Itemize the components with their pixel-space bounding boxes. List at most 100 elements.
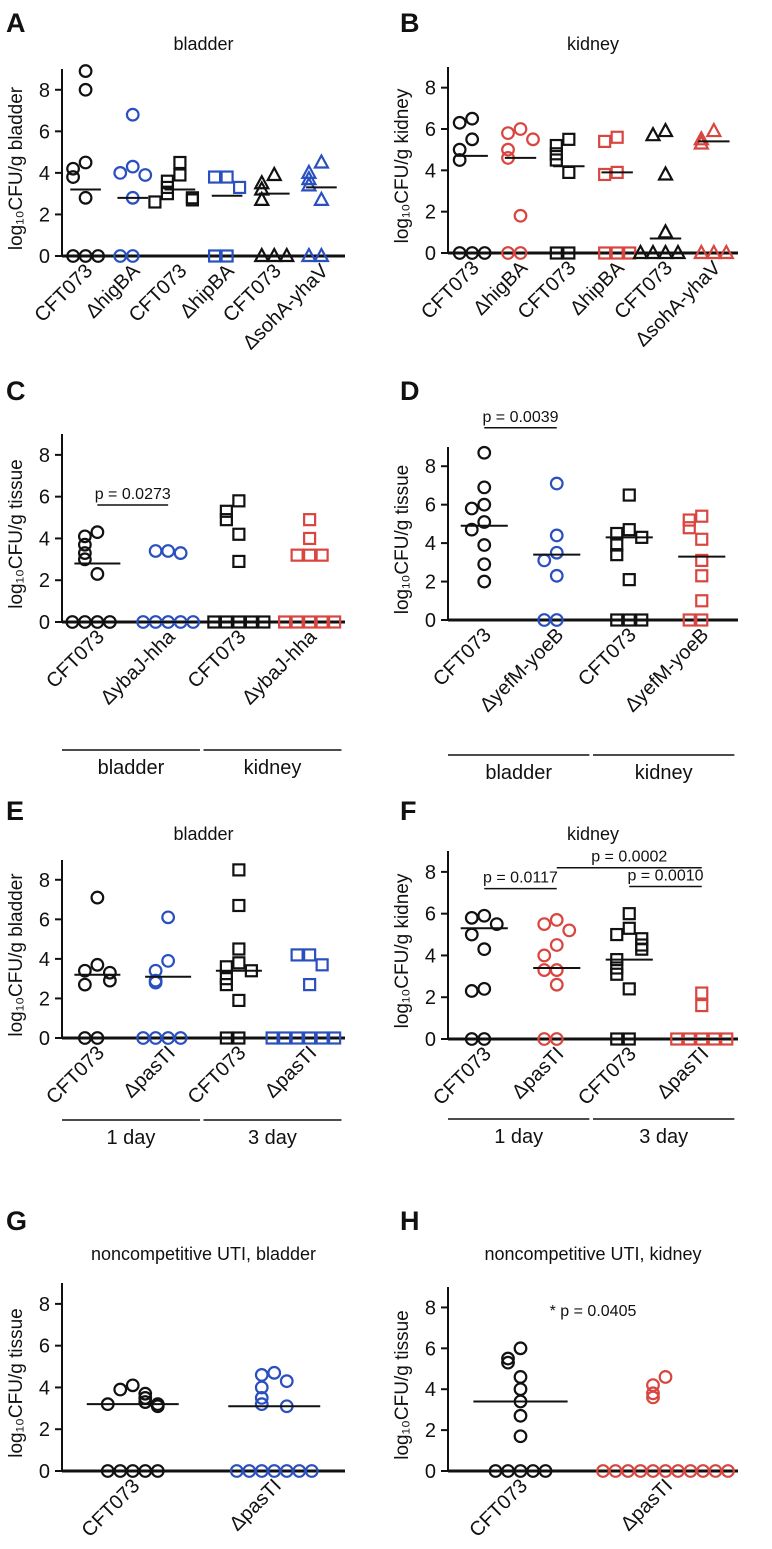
x-tick-label: CFT073 bbox=[78, 1475, 145, 1542]
data-point bbox=[232, 956, 246, 970]
data-point bbox=[513, 122, 528, 136]
data-point bbox=[328, 615, 342, 629]
data-point bbox=[477, 480, 492, 495]
data-point bbox=[125, 107, 140, 122]
data-point bbox=[695, 532, 709, 546]
data-point bbox=[695, 998, 709, 1013]
data-point bbox=[549, 545, 564, 560]
data-point bbox=[501, 1355, 515, 1370]
data-point bbox=[138, 1395, 153, 1409]
data-point bbox=[315, 958, 329, 972]
y-axis-label: log₁₀CFU/g tissue bbox=[6, 1308, 27, 1457]
data-point bbox=[669, 243, 687, 260]
data-point bbox=[682, 513, 696, 527]
data-point bbox=[477, 557, 492, 572]
data-point bbox=[501, 126, 515, 141]
data-point bbox=[562, 132, 576, 146]
data-point bbox=[562, 246, 576, 260]
data-point bbox=[113, 249, 128, 263]
data-point bbox=[598, 246, 612, 260]
group-label: 3 day bbox=[639, 1126, 688, 1148]
data-point bbox=[695, 613, 709, 627]
data-point bbox=[113, 165, 128, 180]
data-point bbox=[695, 594, 709, 608]
y-tick-label: 8 bbox=[39, 80, 50, 102]
data-point bbox=[232, 527, 246, 541]
y-tick-label: 4 bbox=[39, 163, 50, 185]
data-point bbox=[513, 1341, 528, 1356]
data-point bbox=[173, 546, 188, 560]
y-tick-label: 6 bbox=[425, 495, 436, 517]
data-point bbox=[657, 121, 674, 138]
data-point bbox=[303, 548, 317, 562]
data-point bbox=[232, 993, 246, 1008]
data-point bbox=[77, 963, 92, 978]
data-point bbox=[78, 155, 93, 170]
data-point bbox=[657, 165, 674, 181]
data-point bbox=[90, 957, 105, 972]
data-point bbox=[477, 538, 492, 552]
data-point bbox=[622, 613, 636, 627]
y-tick-label: 6 bbox=[39, 121, 50, 143]
data-point bbox=[207, 170, 222, 184]
data-point bbox=[160, 187, 175, 201]
y-tick-label: 0 bbox=[39, 612, 50, 634]
x-tick-label: CFT073 bbox=[574, 1043, 641, 1110]
y-tick-label: 2 bbox=[39, 570, 50, 592]
data-point bbox=[173, 1031, 188, 1045]
y-tick-label: 0 bbox=[425, 610, 436, 632]
data-point bbox=[219, 1031, 233, 1045]
data-point bbox=[161, 953, 176, 968]
data-point bbox=[513, 1429, 528, 1444]
x-tick-label: CFT073 bbox=[42, 626, 109, 693]
data-point bbox=[610, 613, 624, 627]
data-point bbox=[610, 1032, 624, 1046]
data-point bbox=[695, 986, 709, 1000]
data-point bbox=[646, 1386, 660, 1401]
y-tick-label: 0 bbox=[39, 1028, 50, 1050]
data-point bbox=[538, 1464, 553, 1478]
data-point bbox=[148, 195, 162, 209]
data-point bbox=[254, 1380, 269, 1395]
data-point bbox=[610, 927, 624, 942]
data-point bbox=[65, 615, 80, 629]
data-point bbox=[695, 553, 709, 568]
data-point bbox=[219, 977, 233, 992]
p-value: p = 0.0273 bbox=[95, 486, 171, 503]
data-point bbox=[77, 546, 92, 560]
data-point bbox=[220, 170, 234, 184]
data-point bbox=[173, 155, 187, 170]
data-point bbox=[644, 125, 662, 142]
data-point bbox=[77, 1031, 92, 1045]
data-point bbox=[300, 246, 318, 263]
data-point bbox=[610, 538, 624, 552]
x-tick-label: CFT073 bbox=[184, 626, 251, 693]
y-tick-label: 4 bbox=[39, 528, 50, 550]
data-point bbox=[717, 243, 735, 260]
data-point bbox=[265, 1031, 279, 1045]
data-point bbox=[537, 917, 552, 932]
data-point bbox=[682, 613, 696, 627]
data-point bbox=[315, 615, 329, 629]
data-point bbox=[623, 246, 637, 260]
data-point bbox=[488, 1464, 503, 1478]
data-point bbox=[622, 907, 636, 921]
x-tick-label: CFT073 bbox=[429, 624, 496, 691]
data-point bbox=[66, 161, 80, 176]
data-point bbox=[598, 167, 612, 182]
data-point bbox=[549, 246, 563, 260]
data-point bbox=[464, 984, 479, 998]
data-point bbox=[300, 169, 318, 186]
y-tick-label: 0 bbox=[425, 1029, 436, 1051]
data-point bbox=[303, 977, 317, 992]
data-point bbox=[267, 1365, 282, 1380]
data-point bbox=[477, 942, 492, 957]
data-point bbox=[220, 249, 234, 263]
data-point bbox=[610, 548, 624, 562]
